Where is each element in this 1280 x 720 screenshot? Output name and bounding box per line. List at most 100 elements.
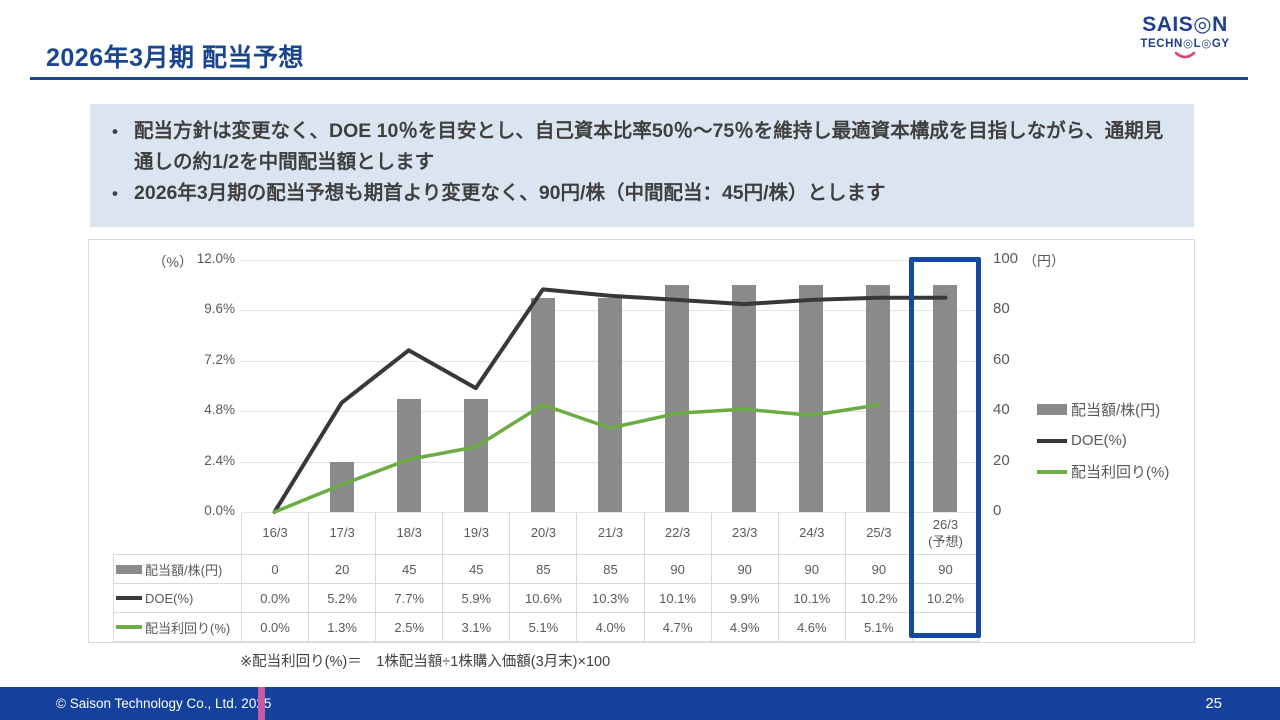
left-axis-tick: 7.2%: [204, 351, 235, 367]
x-axis-label: 25/3: [844, 513, 912, 554]
table-cell: 10.1%: [643, 584, 711, 612]
table-cell: 45: [375, 555, 442, 583]
series-name: DOE(%): [145, 590, 194, 606]
x-axis-label: 21/3: [576, 513, 643, 554]
table-cell: 10.6%: [509, 584, 576, 612]
data-table: 配当額/株(円) 0 20 45 45 85 85 90 90 90 90 90 DOE(%) 0.0% 5…: [113, 554, 979, 642]
legend-item: 配当利回り(%): [1037, 456, 1169, 487]
summary-bullet-1-text: 配当方針は変更なく、DOE 10％を目安とし、自己資本比率50％～75％を維持し…: [134, 120, 1164, 173]
table-cell: 3.1%: [442, 613, 509, 641]
table-cell: 5.1%: [509, 613, 576, 641]
x-axis-label: 23/3: [710, 513, 778, 554]
logo-text-saison: SAIS◎N: [1142, 13, 1228, 36]
left-axis-tick: 4.8%: [204, 402, 235, 418]
x-axis-label: 22/3: [643, 513, 711, 554]
table-cell: 10.3%: [576, 584, 643, 612]
table-cell: 4.7%: [643, 613, 711, 641]
summary-box: • 配当方針は変更なく、DOE 10％を目安とし、自己資本比率50％～75％を維…: [90, 104, 1194, 227]
right-axis-tick: 20: [993, 451, 1010, 469]
table-cell: 4.0%: [576, 613, 643, 641]
saison-technology-logo: SAIS◎N TECHN◎L◎GY: [1130, 13, 1240, 60]
table-cell: 90: [710, 555, 778, 583]
bullet-icon: •: [112, 184, 118, 203]
bullet-icon: •: [112, 122, 118, 141]
dividend-bar: [396, 398, 421, 512]
left-axis-unit-label: （%）: [152, 254, 193, 270]
copyright-text: © Saison Technology Co., Ltd. 2025: [56, 696, 272, 711]
legend-label: 配当額/株(円): [1071, 402, 1161, 419]
left-axis-tick: 2.4%: [204, 452, 235, 468]
dividend-bar: [329, 461, 354, 512]
left-axis-tick: 0.0%: [204, 503, 235, 518]
line-swatch-icon: [116, 625, 142, 629]
bar-swatch-icon: [116, 564, 142, 574]
x-axis-label: 20/3: [509, 513, 576, 554]
yield-formula-footnote: ※配当利回り(%)＝ 1株配当額÷1株購入価額(3月末)×100: [240, 654, 611, 670]
table-cell: 9.9%: [710, 584, 778, 612]
gridline: [241, 260, 979, 261]
table-row-label: 配当額/株(円): [113, 555, 241, 583]
right-axis-unit-label: （円）: [1023, 253, 1065, 269]
table-cell: 0.0%: [241, 613, 308, 641]
logo-smile-icon: [1174, 51, 1196, 59]
x-axis-label: 16/3: [241, 513, 308, 554]
chart-legend: 配当額/株(円) DOE(%) 配当利回り(%): [1037, 394, 1169, 487]
dividend-bar: [866, 285, 891, 512]
legend-label: DOE(%): [1071, 432, 1127, 449]
dividend-bar: [598, 297, 622, 512]
series-name: 配当額/株(円): [145, 562, 223, 578]
line-swatch-icon: [116, 596, 142, 600]
x-axis-label: 24/3: [777, 513, 845, 554]
page-number: 25: [1205, 695, 1222, 712]
table-cell: 4.6%: [777, 613, 845, 641]
page-title: 2026年3月期 配当予想: [46, 44, 304, 72]
table-cell: 5.2%: [308, 584, 375, 612]
table-row: 配当額/株(円) 0 20 45 45 85 85 90 90 90 90 90: [113, 555, 979, 583]
summary-bullet-2-text: 2026年3月期の配当予想も期首より変更なく、90円/株（中間配当：45円/株）…: [134, 182, 886, 204]
logo-text-technology: TECHN◎L◎GY: [1140, 38, 1230, 51]
table-cell: 85: [509, 555, 576, 583]
left-axis-tick: 9.6%: [204, 301, 235, 317]
table-cell: 85: [576, 555, 643, 583]
bar-swatch-icon: [1037, 404, 1067, 415]
table-cell: 90: [643, 555, 711, 583]
legend-item: 配当額/株(円): [1037, 394, 1169, 425]
forecast-highlight-box: [908, 257, 981, 638]
legend-label: 配当利回り(%): [1071, 464, 1170, 481]
right-axis-tick: 0: [993, 502, 1002, 519]
right-axis-tick: 60: [993, 350, 1010, 368]
table-row-label: DOE(%): [113, 584, 241, 612]
table-cell: 10.1%: [777, 584, 845, 612]
table-row: DOE(%) 0.0% 5.2% 7.7% 5.9% 10.6% 10.3% 10.1% 9.9…: [113, 583, 979, 612]
right-axis-tick: 40: [993, 401, 1010, 419]
line-swatch-icon: [1037, 469, 1067, 474]
table-cell: 0: [241, 555, 308, 583]
title-underline: [30, 77, 1248, 80]
dividend-bar: [530, 297, 555, 512]
footer-bar: © Saison Technology Co., Ltd. 2025 25: [0, 687, 1280, 720]
dividend-bar: [732, 285, 757, 512]
dividend-bar: [665, 285, 690, 512]
right-axis-tick: 80: [993, 300, 1010, 318]
table-cell: 1.3%: [308, 613, 375, 641]
table-cell: 20: [308, 555, 375, 583]
table-row: 配当利回り(%) 0.0% 1.3% 2.5% 3.1% 5.1% 4.0% 4.7% 4.9%…: [113, 612, 979, 641]
footer-pink-stripe: [258, 687, 265, 720]
table-cell: 10.2%: [844, 584, 912, 612]
legend-item: DOE(%): [1037, 425, 1169, 456]
left-axis-tick: 12.0%: [196, 251, 235, 266]
x-axis-label: 19/3: [442, 513, 509, 554]
table-cell: 45: [442, 555, 509, 583]
right-axis-tick: 100: [993, 250, 1019, 267]
table-cell: 4.9%: [710, 613, 778, 641]
table-row-label: 配当利回り(%): [113, 613, 241, 641]
series-name: 配当利回り(%): [145, 620, 231, 636]
table-cell: 2.5%: [375, 613, 442, 641]
dividend-bar: [463, 398, 488, 512]
x-axis-label: 18/3: [375, 513, 442, 554]
table-cell: 0.0%: [241, 584, 308, 612]
x-axis-label: 17/3: [308, 513, 375, 554]
summary-bullet-2: • 2026年3月期の配当予想も期首より変更なく、90円/株（中間配当：45円/…: [112, 178, 1170, 209]
table-cell: 7.7%: [375, 584, 442, 612]
